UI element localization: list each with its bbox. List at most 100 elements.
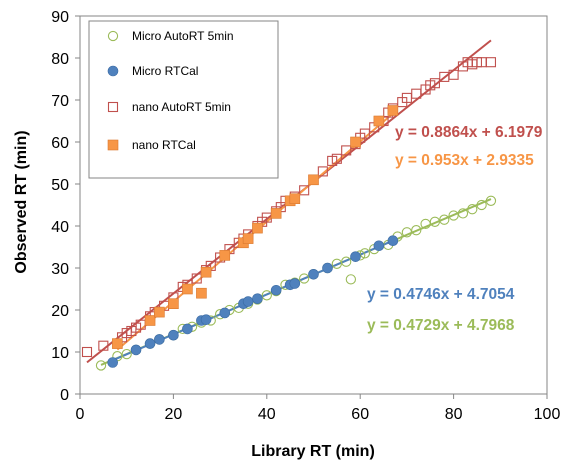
x-tick-label: 60: [351, 406, 369, 423]
data-point: [457, 208, 469, 219]
trendline-equations: y = 0.8864x + 6.1979 y = 0.953x + 2.9335 y…: [367, 124, 543, 334]
data-point: [112, 338, 123, 349]
data-point: [144, 338, 156, 349]
data-point: [299, 273, 310, 284]
data-point: [448, 69, 459, 80]
equation-label: y = 0.8864x + 6.1979: [395, 124, 543, 141]
legend-item-micro-autort-5min: Micro AutoRT 5min: [107, 29, 234, 43]
data-point: [373, 240, 385, 252]
data-point: [476, 199, 487, 211]
data-point: [252, 293, 263, 304]
data-points: [81, 57, 497, 371]
x-tick-label: 100: [534, 406, 561, 423]
legend-label: Micro RTCal: [132, 64, 198, 78]
legend-box: [88, 20, 279, 179]
y-tick-label: 90: [51, 9, 69, 26]
x-tick-label: 20: [165, 406, 183, 423]
data-point: [429, 216, 441, 227]
y-tick-label: 20: [51, 303, 69, 320]
data-point: [182, 323, 193, 335]
data-point: [289, 278, 301, 289]
data-point: [191, 273, 202, 284]
data-point: [350, 136, 361, 148]
data-point: [411, 225, 422, 236]
data-point: [219, 307, 231, 319]
equation-label: y = 0.4729x + 4.7968: [367, 317, 515, 334]
data-point: [289, 193, 301, 204]
data-point: [341, 145, 352, 156]
data-point: [373, 115, 385, 127]
data-point: [448, 210, 459, 221]
equation-label: y = 0.953x + 2.9335: [395, 152, 534, 169]
data-point: [359, 128, 370, 139]
data-point: [350, 251, 361, 262]
series-nano-rtcal: [112, 105, 399, 349]
y-axis-title: Observed RT (min): [13, 130, 30, 273]
data-point: [121, 348, 132, 360]
data-point: [308, 268, 319, 280]
data-point: [98, 340, 109, 351]
data-point: [331, 153, 342, 164]
legend-label: nano RTCal: [132, 138, 196, 152]
x-tick-label: 80: [445, 406, 463, 423]
data-point: [130, 344, 142, 356]
data-point: [200, 266, 212, 278]
legend-marker: [107, 139, 119, 151]
data-point: [299, 185, 310, 196]
data-point: [429, 78, 440, 89]
data-point: [387, 105, 399, 116]
equation-label: y = 0.4746x + 4.7054: [367, 286, 515, 303]
data-point: [242, 296, 254, 307]
legend-marker: [107, 101, 119, 113]
series-micro-rtcal: [107, 235, 399, 368]
data-point: [270, 208, 282, 219]
data-point: [182, 283, 193, 295]
y-tick-label: 0: [60, 387, 69, 404]
data-point: [317, 166, 328, 177]
data-point: [485, 195, 497, 206]
data-point: [387, 235, 399, 246]
y-tick-label: 70: [51, 93, 69, 110]
data-point: [439, 214, 450, 225]
y-tick-label: 60: [51, 135, 69, 152]
data-point: [308, 174, 319, 186]
y-tick-label: 10: [51, 345, 69, 362]
data-point: [467, 204, 478, 215]
y-tick-label: 50: [51, 177, 69, 194]
data-point: [95, 360, 107, 371]
data-point: [154, 334, 165, 345]
legend-marker: [107, 65, 119, 77]
data-point: [219, 250, 231, 261]
data-point: [200, 314, 212, 325]
x-axis-title: Library RT (min): [251, 443, 375, 460]
data-point: [261, 290, 272, 301]
data-point: [359, 248, 371, 259]
x-axis-ticks: 0 20 40 60 80 100: [76, 394, 561, 423]
data-point: [168, 298, 179, 310]
data-point: [196, 287, 207, 299]
data-point: [168, 329, 179, 341]
legend-item-nano-rtcal: nano RTCal: [107, 138, 196, 152]
data-point: [485, 57, 497, 68]
data-point: [401, 227, 413, 238]
data-point: [331, 258, 342, 269]
legend-item-micro-rtcal: Micro RTCal: [107, 64, 198, 78]
x-tick-label: 0: [76, 406, 85, 423]
legend-item-nano-autort-5min: nano AutoRT 5min: [107, 100, 231, 114]
data-point: [107, 357, 118, 368]
legend-marker: [107, 30, 119, 42]
data-point: [270, 284, 282, 296]
legend: Micro AutoRT 5min Micro RTCal nano AutoRT …: [88, 20, 279, 179]
data-point: [420, 218, 431, 230]
y-axis-ticks: 0 10 20 30 40 50 60 70 80 90: [51, 9, 80, 404]
data-point: [154, 306, 165, 318]
legend-label: Micro AutoRT 5min: [132, 29, 234, 43]
data-point: [81, 346, 93, 358]
y-tick-label: 30: [51, 261, 69, 278]
data-point: [242, 233, 254, 244]
data-point: [341, 256, 352, 267]
x-tick-label: 40: [258, 406, 276, 423]
data-point: [322, 262, 333, 274]
y-tick-label: 80: [51, 51, 69, 68]
